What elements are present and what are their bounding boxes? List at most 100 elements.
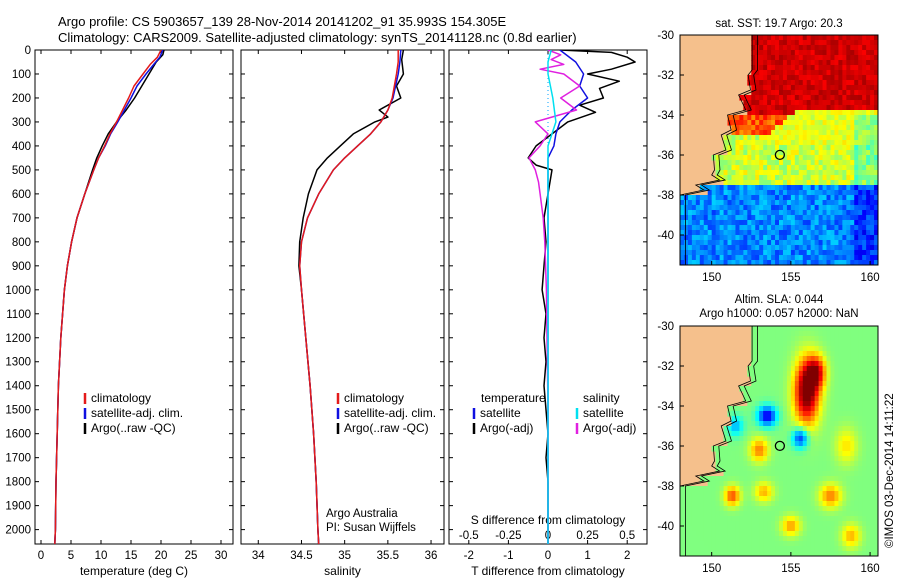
map-cell [731, 225, 737, 231]
map-cell [814, 496, 820, 502]
map-cell [870, 356, 875, 362]
map-cell [810, 436, 816, 442]
map-cell [826, 170, 832, 176]
map-cell [818, 466, 824, 472]
map-cell [806, 240, 812, 246]
map-cell [775, 230, 780, 236]
map-cell [830, 516, 836, 522]
map-cell [767, 45, 772, 51]
map-cell [802, 401, 808, 407]
map-cell [842, 461, 847, 467]
depth-tick-label: 1300 [5, 357, 31, 369]
map-cell [822, 240, 828, 246]
map-cell [759, 436, 764, 442]
map-cell [798, 70, 804, 76]
map-cell [759, 235, 764, 241]
map-cell [703, 551, 709, 556]
map-cell [719, 446, 725, 452]
map-cell [727, 496, 733, 502]
map-cell [858, 476, 863, 482]
map-cell [866, 541, 871, 547]
map-cell [794, 200, 800, 206]
map-cell [806, 245, 812, 251]
map-cell [830, 436, 836, 442]
map-cell [782, 170, 788, 176]
map-cell [739, 165, 744, 171]
map-cell [838, 401, 843, 407]
map-cell [779, 130, 784, 136]
map-cell [854, 466, 859, 472]
map-cell [830, 396, 836, 402]
map-cell [830, 406, 836, 412]
map-cell [759, 411, 764, 417]
map-cell [806, 376, 812, 382]
map-cell [846, 100, 851, 106]
map-cell [794, 461, 800, 467]
map-cell [854, 366, 859, 372]
map-cell [818, 200, 824, 206]
map-cell [854, 165, 859, 171]
map-cell [751, 466, 756, 472]
map-cell [870, 55, 875, 61]
map-cell [695, 255, 701, 261]
map-cell [794, 506, 800, 512]
map-cell [786, 120, 792, 126]
map-cell [846, 426, 851, 432]
map-cell [755, 381, 760, 387]
map-cell [782, 506, 788, 512]
map-cell [810, 406, 816, 412]
map-cell [755, 150, 760, 156]
map-cell [755, 521, 760, 527]
map-cell [854, 40, 859, 46]
map-cell [711, 190, 717, 196]
map-cell [719, 541, 725, 547]
map-cell [747, 220, 752, 226]
map-cell [711, 235, 717, 241]
map-cell [818, 426, 824, 432]
map-cell [794, 105, 800, 111]
map-x-tick-label: 160 [860, 272, 879, 284]
map-cell [838, 451, 843, 457]
map-cell [802, 501, 808, 507]
map-cell [735, 521, 740, 527]
map-cell [775, 55, 780, 61]
map-cell [838, 366, 843, 372]
map-cell [794, 120, 800, 126]
map-cell [763, 466, 768, 472]
map-cell [870, 70, 875, 76]
map-cell [703, 506, 709, 512]
map-cell [822, 431, 828, 437]
map-cell [794, 45, 800, 51]
map-cell [735, 411, 740, 417]
map-cell [775, 205, 780, 211]
map-cell [854, 481, 859, 487]
map-cell [846, 60, 851, 66]
map-cell [743, 486, 748, 492]
map-cell [687, 245, 693, 251]
map-cell [838, 245, 843, 251]
map-cell [842, 476, 847, 482]
map-cell [874, 396, 878, 402]
map-cell [810, 466, 816, 472]
map-cell [814, 331, 820, 337]
map-cell [854, 536, 859, 542]
map-cell [747, 416, 752, 422]
map-cell [798, 75, 804, 81]
map-cell [798, 115, 804, 121]
map-cell [790, 140, 796, 146]
map-cell [751, 175, 756, 181]
map-cell [818, 386, 824, 392]
map-cell [727, 115, 733, 121]
map-cell [838, 326, 843, 332]
map-cell [806, 371, 812, 377]
map-cell [683, 506, 689, 512]
map-cell [846, 50, 851, 56]
map-cell [739, 200, 744, 206]
map-cell [826, 441, 832, 447]
map-cell [747, 366, 752, 372]
map-cell [782, 531, 788, 537]
map-cell [755, 526, 760, 532]
legend-head-temperature: temperature [481, 391, 546, 405]
map-cell [850, 391, 855, 397]
map-cell [743, 240, 748, 246]
